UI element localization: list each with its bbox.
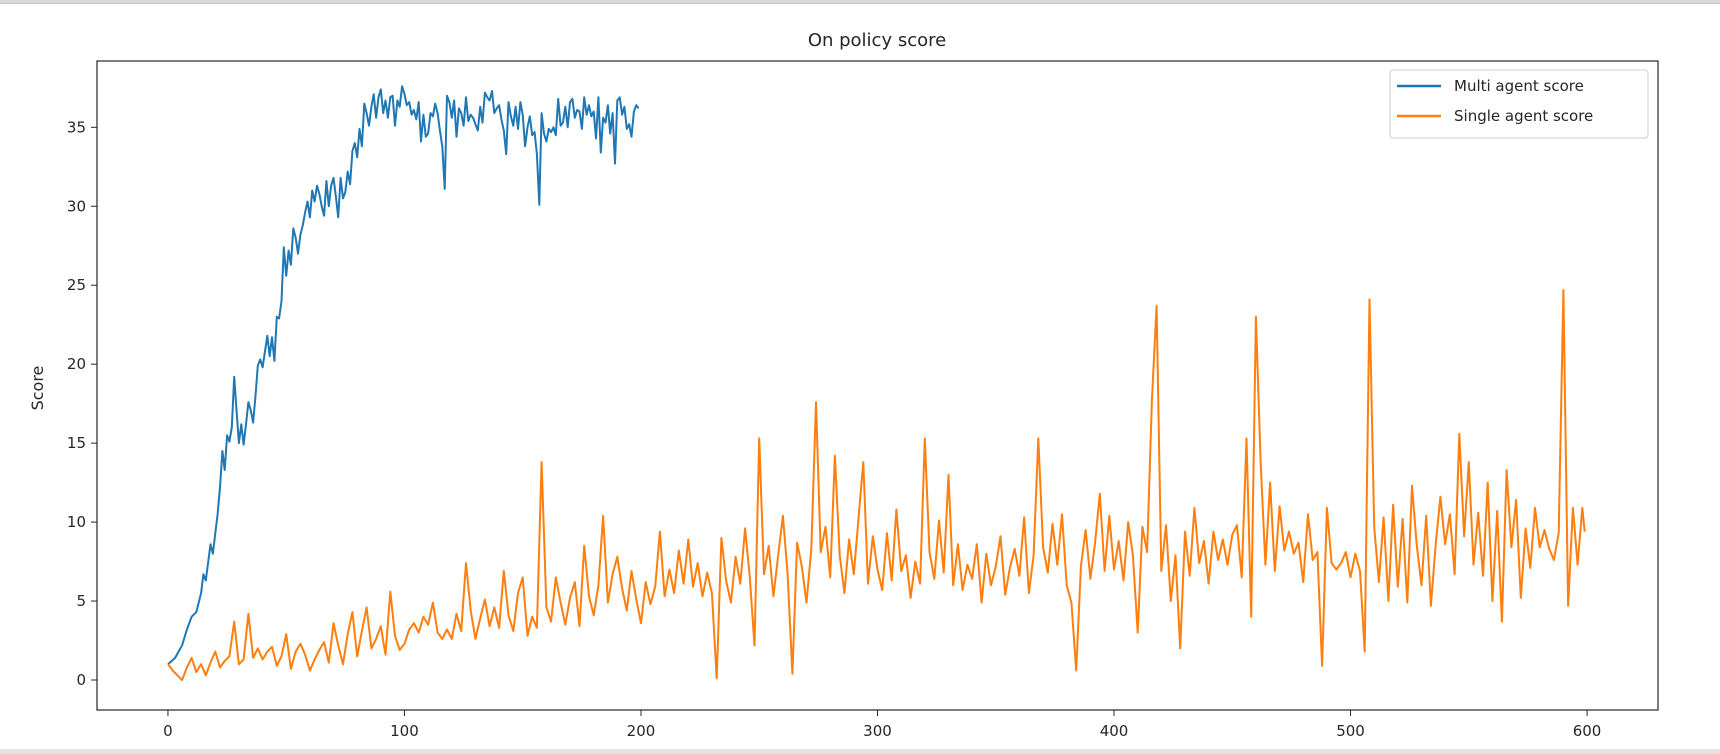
series-line-multi-agent <box>167 85 640 665</box>
chart-title: On policy score <box>808 30 946 51</box>
window-bottom-edge <box>0 749 1720 754</box>
x-tick-label: 300 <box>863 722 892 740</box>
legend: Multi agent score Single agent score <box>1389 69 1649 139</box>
x-tick-label: 200 <box>627 722 656 740</box>
y-tick-label: 20 <box>67 355 86 373</box>
y-tick-label: 25 <box>67 276 86 294</box>
y-tick-label: 30 <box>67 197 86 215</box>
y-tick-label: 5 <box>76 592 86 610</box>
y-axis: 0 5 10 15 20 25 30 35 <box>67 118 97 689</box>
series-lines <box>167 85 1586 681</box>
window-top-edge <box>0 0 1720 4</box>
x-axis: 0 100 200 300 400 500 600 <box>163 710 1601 740</box>
x-tick-label: 400 <box>1100 722 1129 740</box>
y-tick-label: 0 <box>76 671 86 689</box>
y-tick-label: 15 <box>67 434 86 452</box>
series-line-single-agent <box>167 289 1586 681</box>
x-tick-label: 100 <box>390 722 419 740</box>
x-tick-label: 0 <box>163 722 173 740</box>
x-tick-label: 500 <box>1336 722 1365 740</box>
legend-box <box>1389 69 1649 139</box>
legend-label-single-agent: Single agent score <box>1454 107 1593 125</box>
x-tick-label: 600 <box>1573 722 1602 740</box>
y-tick-label: 10 <box>67 513 86 531</box>
plot-area <box>96 60 1659 711</box>
legend-label-multi-agent: Multi agent score <box>1454 77 1584 95</box>
y-axis-label: Score <box>28 366 47 411</box>
y-tick-label: 35 <box>67 118 86 136</box>
